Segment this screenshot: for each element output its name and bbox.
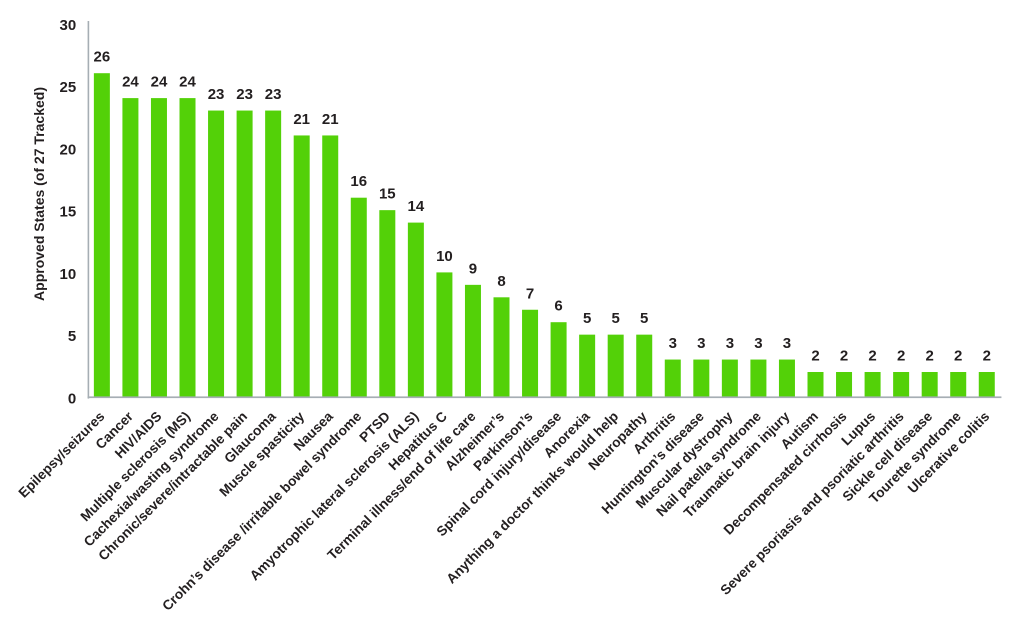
svg-text:2: 2 (954, 348, 962, 365)
svg-text:10: 10 (436, 248, 453, 265)
svg-text:2: 2 (811, 348, 819, 365)
svg-text:24: 24 (151, 74, 168, 91)
svg-text:25: 25 (60, 79, 77, 96)
svg-text:3: 3 (726, 335, 734, 352)
svg-text:3: 3 (783, 335, 791, 352)
svg-text:20: 20 (60, 141, 77, 158)
svg-text:10: 10 (60, 266, 77, 283)
svg-text:Approved States (of 27 Tracked: Approved States (of 27 Tracked) (31, 87, 47, 301)
svg-text:21: 21 (293, 111, 310, 128)
svg-text:2: 2 (926, 348, 934, 365)
svg-text:9: 9 (469, 260, 477, 277)
svg-text:24: 24 (179, 74, 196, 91)
svg-text:23: 23 (265, 86, 282, 103)
svg-text:16: 16 (350, 173, 367, 190)
svg-text:5: 5 (612, 310, 620, 327)
svg-text:0: 0 (68, 390, 76, 407)
svg-text:3: 3 (669, 335, 677, 352)
svg-text:2: 2 (840, 348, 848, 365)
svg-text:23: 23 (236, 86, 253, 103)
svg-text:2: 2 (868, 348, 876, 365)
svg-text:23: 23 (208, 86, 225, 103)
svg-text:2: 2 (897, 348, 905, 365)
svg-text:24: 24 (122, 74, 139, 91)
svg-text:3: 3 (754, 335, 762, 352)
svg-text:2: 2 (983, 348, 991, 365)
svg-text:6: 6 (554, 298, 562, 315)
svg-text:26: 26 (94, 49, 111, 66)
svg-text:21: 21 (322, 111, 339, 128)
svg-text:8: 8 (497, 273, 505, 290)
svg-text:15: 15 (60, 204, 77, 221)
svg-text:5: 5 (68, 328, 76, 345)
svg-text:30: 30 (60, 17, 77, 34)
svg-text:14: 14 (408, 198, 425, 215)
svg-text:15: 15 (379, 186, 396, 203)
svg-text:3: 3 (697, 335, 705, 352)
svg-text:5: 5 (640, 310, 648, 327)
svg-text:7: 7 (526, 285, 534, 302)
svg-text:5: 5 (583, 310, 591, 327)
